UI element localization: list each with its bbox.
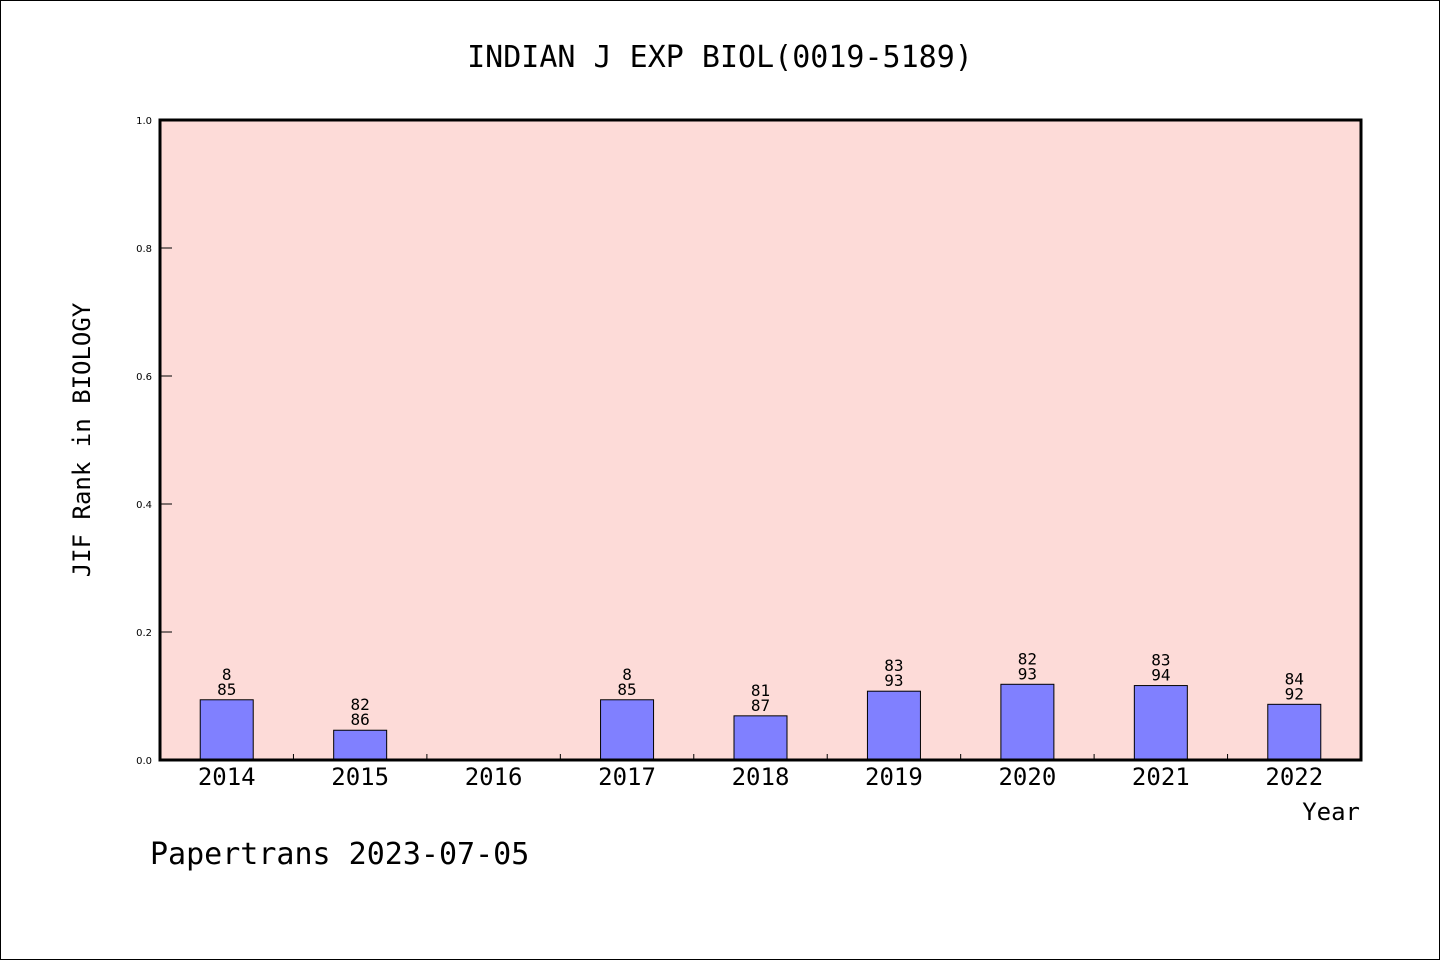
- y-axis-ticks: 0.0 0.2 0.4 0.6 0.8 1.0: [136, 116, 172, 767]
- bar-total-label: 92: [1285, 684, 1304, 703]
- bar-2018: [733, 715, 788, 761]
- bar-rank-label: 82: [1018, 649, 1037, 668]
- y-tick-label: 0.8: [136, 244, 152, 255]
- bar-rank-label: 83: [884, 656, 903, 675]
- y-tick-label: 0.0: [136, 756, 152, 767]
- x-tick-label: 2021: [1132, 763, 1190, 791]
- y-axis-label: JIF Rank in BIOLOGY: [68, 302, 96, 577]
- x-axis-ticks: 2014 2015 2016 2017 2018 2019 2020 2021 2022: [198, 754, 1323, 791]
- x-tick-label: 2019: [865, 763, 923, 791]
- y-tick-label: 0.4: [136, 500, 152, 511]
- x-tick-label: 2017: [598, 763, 656, 791]
- bar-2014: [199, 699, 254, 761]
- bar-rank-label: 8: [222, 665, 232, 684]
- x-axis-label: Year: [1302, 798, 1360, 826]
- bar-2020: [1000, 683, 1055, 761]
- bar-rank-label: 8: [622, 665, 632, 684]
- bar-total-label: 86: [351, 710, 370, 729]
- bar-2022: [1267, 703, 1322, 761]
- x-tick-label: 2022: [1265, 763, 1323, 791]
- x-tick-label: 2020: [998, 763, 1056, 791]
- bar-2017: [600, 699, 655, 761]
- bar-total-label: 85: [217, 680, 236, 699]
- x-tick-label: 2015: [331, 763, 389, 791]
- chart-title: INDIAN J EXP BIOL(0019-5189): [467, 40, 973, 75]
- x-tick-label: 2014: [198, 763, 256, 791]
- bar-2015: [333, 729, 388, 761]
- y-tick-label: 1.0: [136, 116, 152, 127]
- plot-area: [160, 120, 1361, 760]
- bar-2019: [866, 690, 921, 761]
- x-tick-label: 2016: [465, 763, 523, 791]
- bar-total-label: 93: [884, 671, 903, 690]
- y-tick-label: 0.6: [136, 372, 152, 383]
- bar-total-label: 87: [751, 696, 770, 715]
- bar-rank-label: 81: [751, 681, 770, 700]
- bar-rank-label: 83: [1151, 651, 1170, 670]
- x-tick-label: 2018: [732, 763, 790, 791]
- y-tick-label: 0.2: [136, 628, 152, 639]
- bar-group: [199, 683, 1322, 761]
- bar-2021: [1133, 685, 1188, 761]
- bar-total-label: 94: [1151, 666, 1170, 685]
- plot-border: [158, 118, 1363, 762]
- footer-credit: Papertrans 2023-07-05: [150, 837, 529, 872]
- bar-total-label: 85: [617, 680, 636, 699]
- bar-rank-label: 82: [351, 695, 370, 714]
- bar-total-label: 93: [1018, 664, 1037, 683]
- bar-rank-label: 84: [1285, 669, 1304, 688]
